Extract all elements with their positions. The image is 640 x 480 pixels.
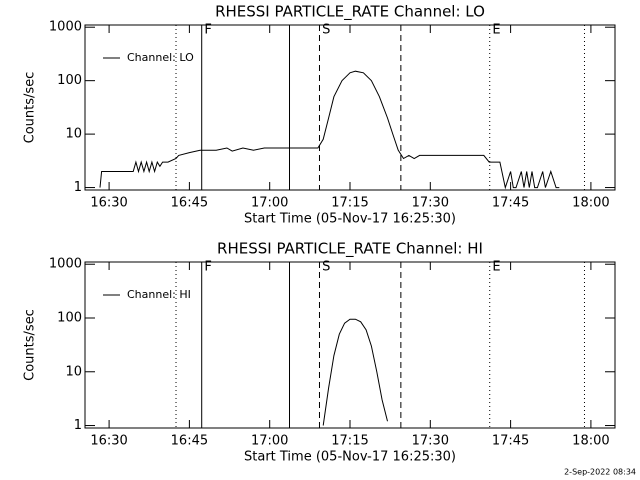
chart-title: RHESSI PARTICLE_RATE Channel: LO [215, 3, 485, 22]
x-tick-label: 17:00 [251, 196, 288, 211]
x-axis-label: Start Time (05-Nov-17 16:25:30) [244, 450, 456, 465]
annotation: E [492, 23, 500, 38]
y-tick-label: 10 [65, 127, 82, 142]
x-tick-label: 17:45 [492, 196, 529, 211]
chart-title: RHESSI PARTICLE_RATE Channel: HI [217, 240, 483, 259]
annotation: S [322, 260, 330, 275]
x-tick-label: 16:45 [171, 434, 208, 449]
annotation: F [204, 260, 211, 275]
y-tick-label: 1000 [49, 20, 82, 35]
y-axis-label: Counts/sec [23, 72, 38, 144]
data-line [99, 70, 560, 190]
legend-label: Channel: LO [127, 51, 194, 64]
x-tick-label: 17:30 [412, 196, 449, 211]
annotation: S [322, 23, 330, 38]
x-tick-label: 17:15 [331, 434, 368, 449]
x-tick-label: 17:15 [331, 196, 368, 211]
x-axis-label: Start Time (05-Nov-17 16:25:30) [244, 212, 456, 227]
y-tick-label: 1 [74, 180, 82, 195]
x-tick-label: 16:45 [171, 196, 208, 211]
y-tick-label: 1 [74, 418, 82, 433]
x-tick-label: 18:00 [572, 434, 609, 449]
legend-label: Channel: HI [127, 288, 191, 301]
y-tick-label: 10 [65, 364, 82, 379]
y-axis-label: Counts/sec [23, 309, 38, 381]
x-tick-label: 18:00 [572, 196, 609, 211]
y-tick-label: 1000 [49, 257, 82, 272]
x-tick-label: 16:30 [90, 434, 127, 449]
data-line [322, 318, 388, 426]
footer: 2-Sep-2022 08:34 [564, 468, 636, 477]
annotation: F [204, 23, 211, 38]
x-tick-label: 17:00 [251, 434, 288, 449]
x-tick-label: 16:30 [90, 196, 127, 211]
y-tick-label: 100 [57, 73, 82, 88]
x-tick-label: 17:45 [492, 434, 529, 449]
y-tick-label: 100 [57, 310, 82, 325]
x-tick-label: 17:30 [412, 434, 449, 449]
annotation: E [492, 260, 500, 275]
